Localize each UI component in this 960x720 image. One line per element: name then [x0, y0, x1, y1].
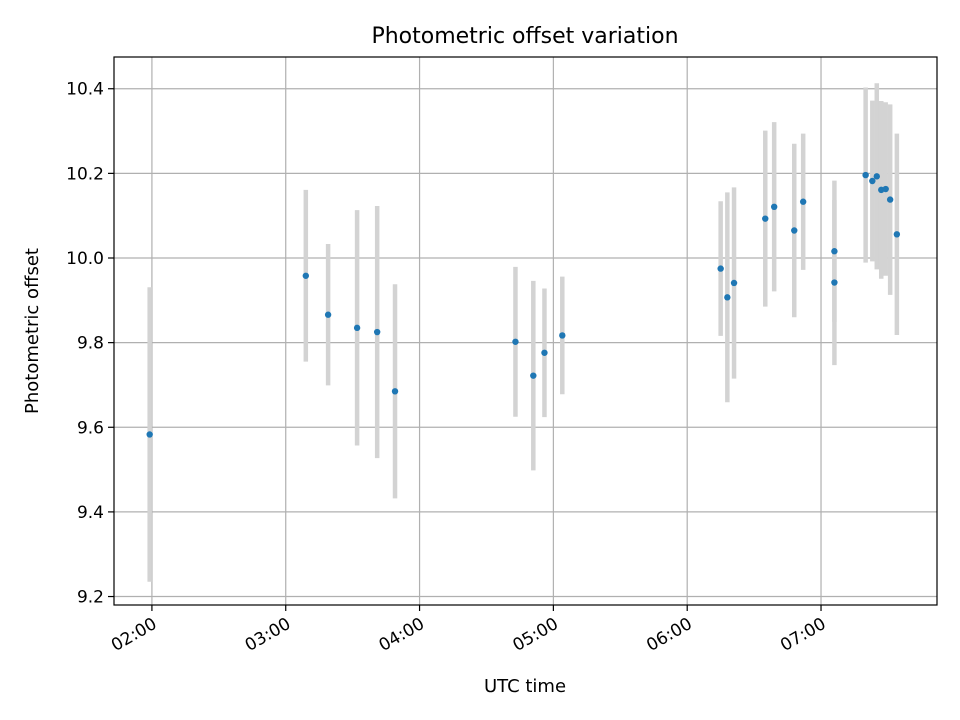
x-axis-label: UTC time — [484, 676, 566, 697]
y-tick-label: 9.8 — [77, 334, 104, 354]
y-tick-label: 10.0 — [66, 249, 104, 269]
data-point — [770, 203, 778, 211]
data-point — [559, 332, 566, 339]
data-point — [530, 372, 537, 379]
data-point — [146, 431, 153, 438]
data-point — [512, 338, 519, 345]
data-point — [831, 279, 838, 286]
data-point — [762, 215, 769, 222]
data-point — [302, 272, 310, 279]
data-point — [391, 388, 399, 395]
data-points — [146, 171, 901, 438]
data-point — [541, 349, 548, 356]
data-point — [373, 328, 381, 336]
data-point — [353, 324, 361, 332]
data-point — [324, 311, 332, 318]
data-point — [893, 231, 901, 238]
y-tick-label: 10.4 — [66, 80, 104, 100]
data-point — [799, 198, 807, 205]
data-point — [862, 171, 869, 179]
y-tick-label: 9.6 — [77, 418, 104, 438]
grid — [114, 57, 937, 605]
data-point — [873, 173, 880, 180]
y-tick-label: 10.2 — [66, 164, 104, 184]
chart-title: Photometric offset variation — [371, 24, 678, 49]
y-tick-label: 9.2 — [77, 588, 104, 608]
data-point — [724, 294, 731, 301]
plot-frame — [113, 56, 938, 606]
y-axis-label: Photometric offset — [22, 248, 43, 414]
data-point — [717, 265, 724, 272]
data-point — [886, 196, 894, 203]
data-point — [831, 248, 838, 255]
y-tick-label: 9.4 — [77, 503, 104, 523]
data-point — [730, 279, 738, 287]
data-point — [882, 185, 889, 193]
data-point — [869, 177, 876, 185]
data-point — [791, 227, 798, 234]
y-axis: 9.2 9.4 9.6 9.8 10.0 10.2 10.4 — [66, 80, 114, 608]
